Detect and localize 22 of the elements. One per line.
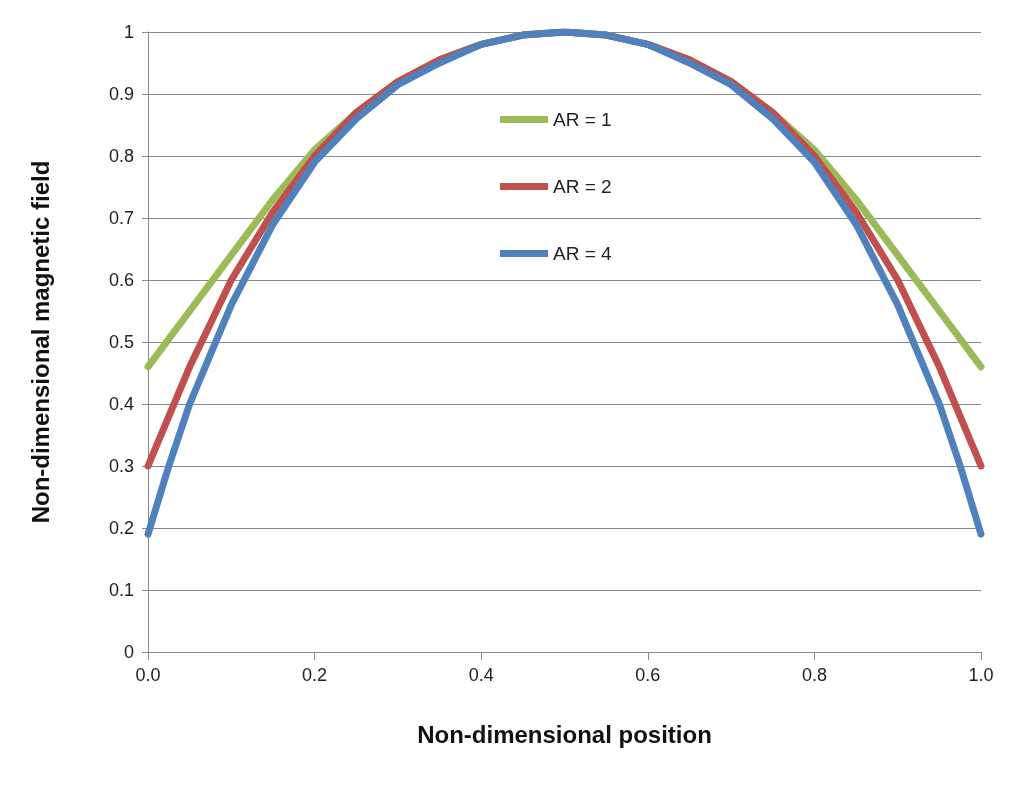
x-axis-title: Non-dimensional position [417, 720, 712, 748]
y-tick-label: 0 [123, 642, 134, 662]
y-tick-label: 0.2 [108, 518, 134, 538]
y-tick-label: 0.7 [108, 208, 134, 228]
x-tick-label: 0.8 [801, 665, 827, 685]
y-tick-label: 0.6 [108, 270, 134, 290]
y-tick-label: 1 [123, 22, 134, 42]
y-tick-label: 0.9 [108, 84, 134, 104]
x-tick-label: 0.2 [302, 665, 328, 685]
legend-label: AR = 4 [553, 243, 613, 264]
x-tick-label: 0.6 [635, 665, 661, 685]
y-tick-label: 0.5 [108, 332, 134, 352]
y-tick-label: 0.4 [108, 394, 134, 414]
y-tick-label: 0.3 [108, 456, 134, 476]
x-tick-label: 0.4 [468, 665, 494, 685]
legend-label: AR = 2 [553, 176, 612, 197]
y-axis-title: Non-dimensional magnetic field [26, 160, 54, 524]
x-tick-label: 1.0 [968, 665, 994, 685]
legend-label: AR = 1 [553, 109, 612, 130]
y-tick-label: 0.8 [108, 146, 134, 166]
x-tick-label: 0.0 [135, 665, 161, 685]
y-tick-label: 0.1 [108, 580, 134, 600]
